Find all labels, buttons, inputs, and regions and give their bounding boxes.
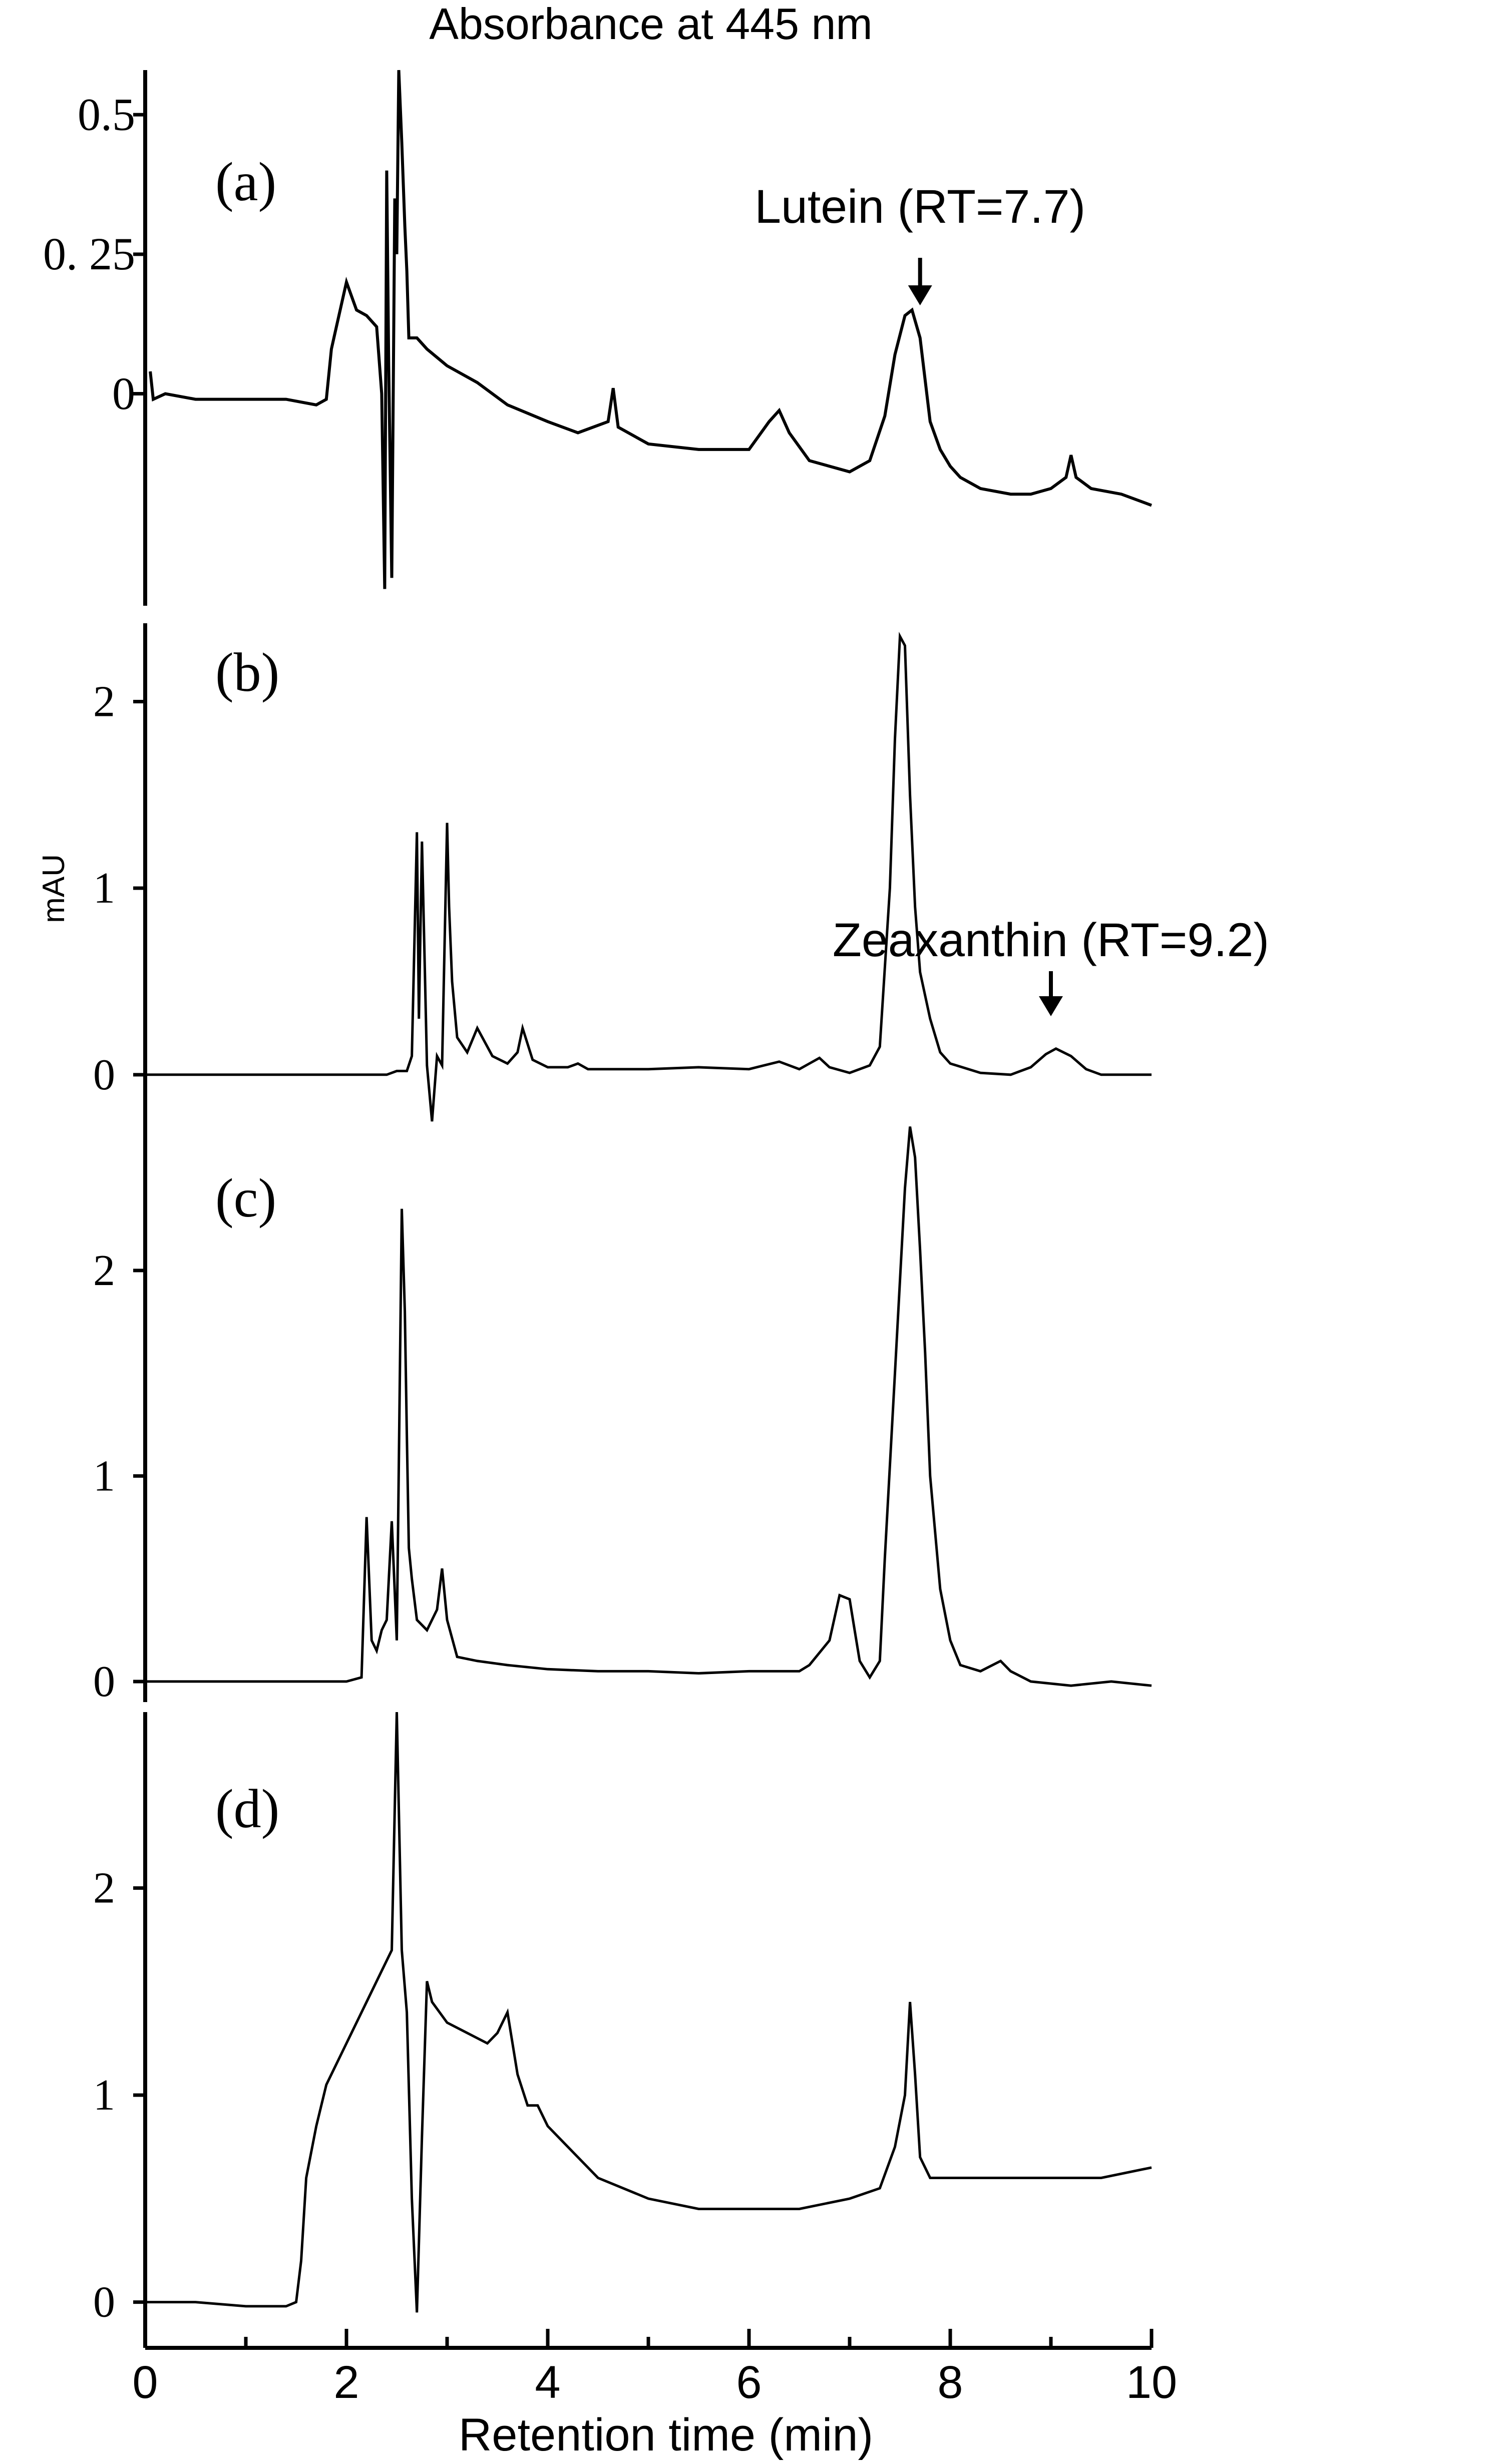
panel-label: (d)	[215, 1778, 279, 1839]
y-tick-label: 1	[93, 1452, 115, 1500]
panel-c: 2 1 0 (c)	[93, 1116, 1152, 1706]
chart-panels: 0.5 0. 25 0 (a) Lutein (RT=7.7) 2 1 0 (b) Zeaxant…	[43, 70, 1269, 2327]
x-tick-label: 8	[937, 2357, 963, 2408]
x-tick-label: 10	[1126, 2357, 1177, 2408]
panel-d: 2 1 0 (d)	[93, 1712, 1152, 2327]
y-tick-label: 0	[93, 1658, 115, 1706]
y-tick-label: 2	[93, 678, 115, 726]
x-tick-label: 4	[535, 2357, 560, 2408]
y-tick-label: 0. 25	[43, 228, 135, 279]
y-tick-label: 1	[93, 2071, 115, 2120]
annotation-arrow-head	[908, 285, 932, 305]
peak-annotation: Lutein (RT=7.7)	[755, 180, 1085, 233]
y-tick-label: 2	[93, 1864, 115, 1913]
panel-a: 0.5 0. 25 0 (a) Lutein (RT=7.7)	[43, 70, 1153, 606]
x-tick-label: 6	[736, 2357, 762, 2408]
series-line	[145, 1712, 1152, 2313]
peak-annotation: Zeaxanthin (RT=9.2)	[833, 914, 1269, 967]
y-tick-label: 0.5	[78, 89, 135, 140]
x-axis: 0 2 4 6 8 10	[132, 2318, 1177, 2408]
y-axis-label: mAU	[37, 854, 71, 923]
y-tick-label: 0	[112, 368, 135, 419]
panel-label: (a)	[215, 151, 276, 212]
series-line	[149, 70, 1153, 589]
y-tick-label: 0	[93, 1051, 115, 1099]
y-tick-label: 1	[93, 864, 115, 913]
y-tick-label: 0	[93, 2278, 115, 2327]
panel-label: (b)	[215, 642, 279, 703]
x-tick-label: 2	[333, 2357, 359, 2408]
annotation-arrow-head	[1039, 996, 1063, 1016]
x-axis-label: Retention time (min)	[459, 2409, 873, 2460]
x-tick-label: 0	[132, 2357, 158, 2408]
panel-label: (c)	[215, 1167, 276, 1228]
chart-title: Absorbance at 445 nm	[429, 0, 872, 49]
panel-b: 2 1 0 (b) Zeaxanthin (RT=9.2)	[93, 623, 1269, 1122]
y-tick-label: 2	[93, 1247, 115, 1295]
series-line	[145, 1126, 1152, 1687]
series-line	[145, 631, 1152, 1122]
